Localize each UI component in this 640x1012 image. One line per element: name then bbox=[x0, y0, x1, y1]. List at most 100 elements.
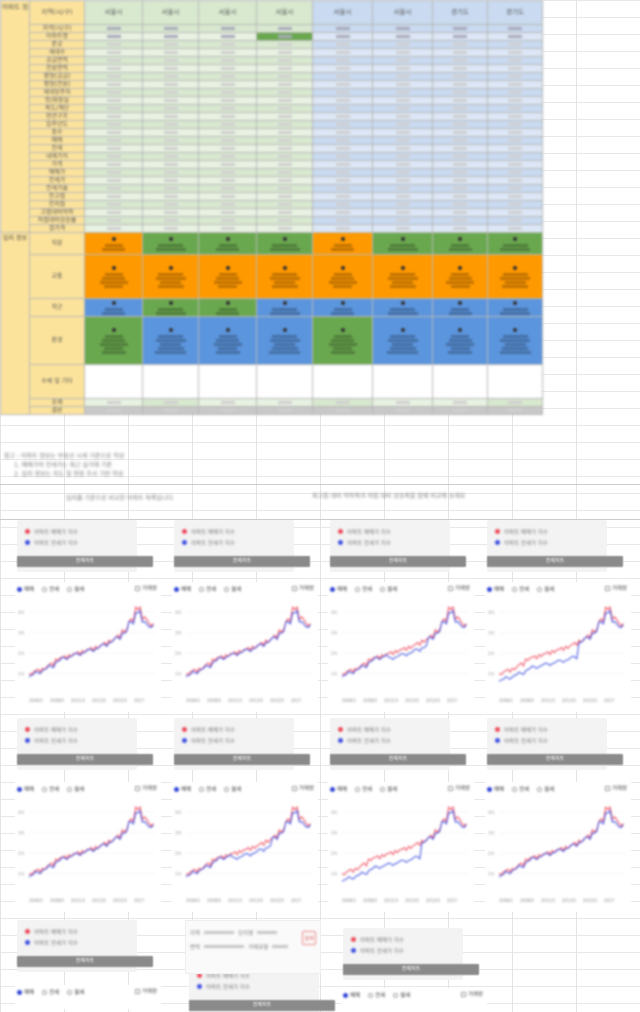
chart-tab-2[interactable]: 월세 bbox=[67, 988, 84, 996]
chart-tab-2[interactable]: 월세 bbox=[380, 585, 397, 593]
checkbox-icon[interactable] bbox=[460, 991, 466, 997]
chart-tab-2[interactable]: 월세 bbox=[67, 585, 84, 593]
radio-icon[interactable] bbox=[17, 786, 22, 792]
full-chart-button[interactable]: 전체차트 bbox=[343, 964, 479, 975]
radio-icon[interactable] bbox=[42, 989, 48, 995]
volume-toggle[interactable]: 거래량 bbox=[604, 584, 627, 592]
checkbox-icon[interactable] bbox=[291, 585, 297, 591]
radio-icon[interactable] bbox=[17, 989, 22, 995]
location-cell bbox=[312, 298, 373, 317]
full-chart-button[interactable]: 전체차트 bbox=[17, 754, 153, 765]
volume-toggle[interactable]: 거래량 bbox=[604, 784, 627, 792]
radio-icon[interactable] bbox=[355, 786, 361, 792]
chart-tab-0[interactable]: 매매 bbox=[174, 785, 191, 793]
radio-icon[interactable] bbox=[512, 586, 518, 592]
chart-tab-1[interactable]: 전세 bbox=[42, 585, 59, 593]
volume-toggle[interactable]: 거래량 bbox=[134, 987, 157, 995]
radio-icon[interactable] bbox=[537, 586, 543, 592]
table-cell bbox=[198, 64, 257, 73]
full-chart-button[interactable]: 전체차트 bbox=[174, 754, 310, 765]
radio-icon[interactable] bbox=[330, 786, 335, 792]
checkbox-icon[interactable] bbox=[447, 585, 453, 591]
checkbox-icon[interactable] bbox=[291, 785, 297, 791]
chart-tab-0[interactable]: 매매 bbox=[174, 585, 191, 593]
chart-tab-2[interactable]: 월세 bbox=[537, 585, 554, 593]
radio-icon[interactable] bbox=[330, 586, 335, 592]
volume-toggle[interactable]: 거래량 bbox=[447, 784, 470, 792]
chart-tab-0[interactable]: 매매 bbox=[17, 988, 34, 996]
radio-icon[interactable] bbox=[224, 786, 230, 792]
volume-toggle[interactable]: 거래량 bbox=[460, 990, 483, 998]
table-cell bbox=[312, 80, 373, 89]
chart-tab-0[interactable]: 매매 bbox=[330, 585, 347, 593]
chart-tab-1[interactable]: 전세 bbox=[199, 785, 216, 793]
radio-icon[interactable] bbox=[17, 586, 22, 592]
chart-tab-1[interactable]: 전세 bbox=[42, 785, 59, 793]
chart-tab-0[interactable]: 매매 bbox=[487, 585, 504, 593]
full-chart-button[interactable]: 전체차트 bbox=[330, 754, 466, 765]
checkbox-icon[interactable] bbox=[604, 585, 610, 591]
full-chart-button[interactable]: 전체차트 bbox=[17, 556, 153, 567]
checkbox-icon[interactable] bbox=[604, 785, 610, 791]
full-chart-button[interactable]: 전체차트 bbox=[330, 556, 466, 567]
volume-toggle[interactable]: 거래량 bbox=[291, 784, 314, 792]
radio-icon[interactable] bbox=[368, 992, 374, 998]
radio-icon[interactable] bbox=[393, 992, 399, 998]
legend-label: 아파트 매매가 지수 bbox=[347, 727, 391, 734]
radio-icon[interactable] bbox=[174, 786, 179, 792]
radio-icon[interactable] bbox=[487, 786, 492, 792]
checkbox-icon[interactable] bbox=[134, 988, 140, 994]
table-cell bbox=[198, 200, 257, 209]
chart-tab-2[interactable]: 월세 bbox=[380, 785, 397, 793]
chart-tab-0[interactable]: 매매 bbox=[330, 785, 347, 793]
chart-tab-1[interactable]: 전세 bbox=[368, 991, 385, 999]
row-label: 평형(공급) bbox=[29, 72, 85, 81]
radio-icon[interactable] bbox=[537, 786, 543, 792]
radio-icon[interactable] bbox=[67, 586, 73, 592]
full-chart-button[interactable]: 전체차트 bbox=[189, 1000, 335, 1011]
volume-toggle[interactable]: 거래량 bbox=[134, 584, 157, 592]
full-chart-button[interactable]: 전체차트 bbox=[487, 556, 623, 567]
search-button[interactable]: 검색 bbox=[302, 931, 316, 945]
chart-tab-0[interactable]: 매매 bbox=[487, 785, 504, 793]
radio-icon[interactable] bbox=[42, 586, 48, 592]
full-chart-button[interactable]: 전체차트 bbox=[174, 556, 310, 567]
chart-tab-label: 매매 bbox=[181, 587, 192, 593]
checkbox-icon[interactable] bbox=[134, 785, 140, 791]
chart-tab-1[interactable]: 전세 bbox=[199, 585, 216, 593]
volume-toggle[interactable]: 거래량 bbox=[291, 584, 314, 592]
radio-icon[interactable] bbox=[199, 786, 205, 792]
radio-icon[interactable] bbox=[199, 586, 205, 592]
radio-icon[interactable] bbox=[343, 992, 348, 998]
chart-tab-1[interactable]: 전세 bbox=[512, 785, 529, 793]
radio-icon[interactable] bbox=[512, 786, 518, 792]
chart-tab-2[interactable]: 월세 bbox=[393, 991, 410, 999]
chart-tab-2[interactable]: 월세 bbox=[224, 585, 241, 593]
chart-tab-1[interactable]: 전세 bbox=[42, 988, 59, 996]
chart-tab-2[interactable]: 월세 bbox=[537, 785, 554, 793]
full-chart-button[interactable]: 전체차트 bbox=[487, 754, 623, 765]
checkbox-icon[interactable] bbox=[447, 785, 453, 791]
chart-tab-0[interactable]: 매매 bbox=[343, 991, 360, 999]
radio-icon[interactable] bbox=[380, 786, 386, 792]
radio-icon[interactable] bbox=[67, 989, 73, 995]
full-chart-button[interactable]: 전체차트 bbox=[17, 956, 153, 967]
chart-tab-1[interactable]: 전세 bbox=[355, 585, 372, 593]
chart-tab-2[interactable]: 월세 bbox=[224, 785, 241, 793]
chart-tab-1[interactable]: 전세 bbox=[355, 785, 372, 793]
chart-tab-0[interactable]: 매매 bbox=[17, 585, 34, 593]
chart-tab-0[interactable]: 매매 bbox=[17, 785, 34, 793]
table-cell bbox=[312, 224, 373, 233]
volume-toggle[interactable]: 거래량 bbox=[447, 584, 470, 592]
chart-tab-1[interactable]: 전세 bbox=[512, 585, 529, 593]
radio-icon[interactable] bbox=[355, 586, 361, 592]
radio-icon[interactable] bbox=[174, 586, 179, 592]
radio-icon[interactable] bbox=[67, 786, 73, 792]
chart-tab-2[interactable]: 월세 bbox=[67, 785, 84, 793]
checkbox-icon[interactable] bbox=[134, 585, 140, 591]
radio-icon[interactable] bbox=[224, 586, 230, 592]
radio-icon[interactable] bbox=[42, 786, 48, 792]
volume-toggle[interactable]: 거래량 bbox=[134, 784, 157, 792]
radio-icon[interactable] bbox=[380, 586, 386, 592]
radio-icon[interactable] bbox=[487, 586, 492, 592]
